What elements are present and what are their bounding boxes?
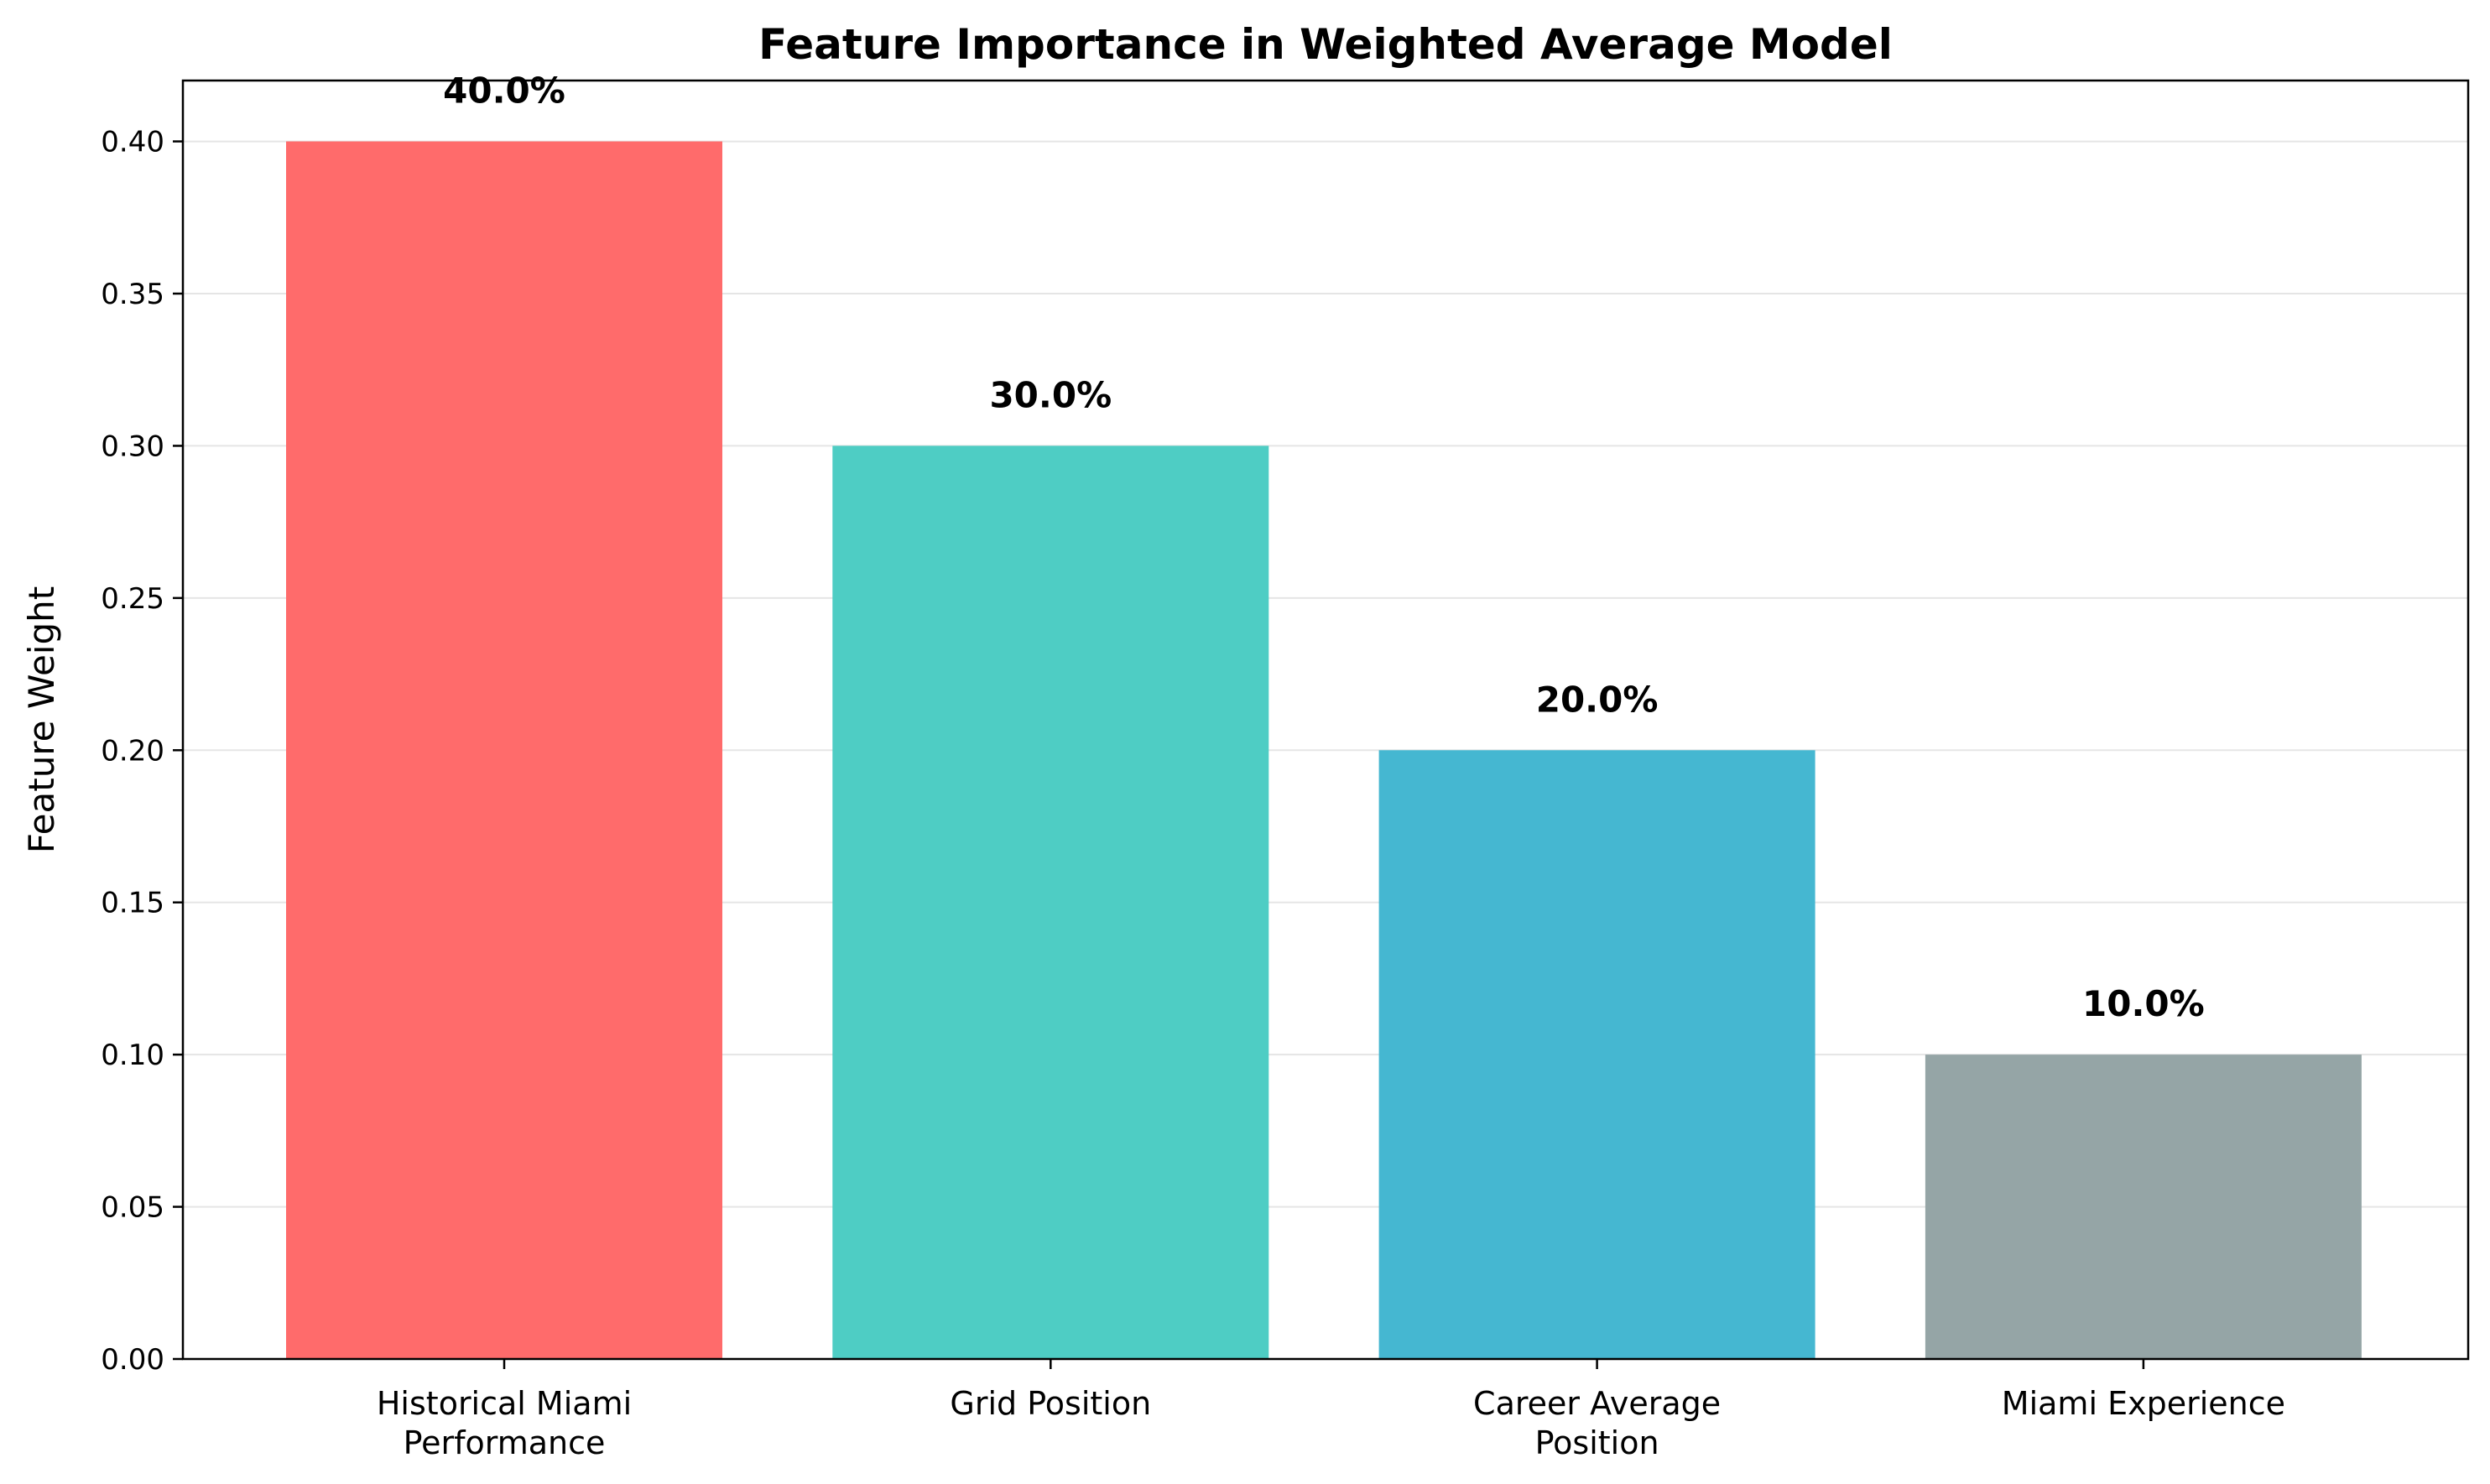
x-tick-label: Career Average Position — [1473, 1385, 1721, 1461]
data-labels: 40.0% 30.0% 20.0% 10.0% — [443, 70, 2205, 1025]
y-axis-ticks: 0.00 0.05 0.10 0.15 0.20 0.25 0.30 0.35 0.40 — [101, 126, 183, 1377]
y-tick-label: 0.10 — [101, 1039, 164, 1072]
data-label: 10.0% — [2082, 983, 2205, 1024]
x-tick-label: Grid Position — [950, 1385, 1151, 1422]
y-tick-label: 0.20 — [101, 734, 164, 768]
y-tick-label: 0.00 — [101, 1343, 164, 1377]
y-tick-label: 0.25 — [101, 582, 164, 616]
bar — [832, 445, 1269, 1359]
plot-frame — [181, 79, 2470, 1361]
y-tick-label: 0.30 — [101, 430, 164, 463]
x-tick-label: Historical Miami Performance — [377, 1385, 632, 1461]
bars — [286, 141, 2362, 1360]
x-axis-ticks: Historical Miami Performance Grid Position… — [377, 1359, 2285, 1461]
bar — [286, 141, 722, 1360]
bar — [1925, 1054, 2362, 1359]
y-tick-label: 0.35 — [101, 278, 164, 311]
data-label: 20.0% — [1536, 679, 1659, 720]
y-tick-label: 0.15 — [101, 887, 164, 920]
y-tick-label: 0.05 — [101, 1191, 164, 1225]
axes — [181, 79, 2470, 1361]
data-label: 30.0% — [989, 374, 1112, 415]
y-axis-label: Feature Weight — [21, 586, 62, 853]
bar — [1378, 750, 1815, 1359]
data-label: 40.0% — [443, 70, 565, 112]
chart-title: Feature Importance in Weighted Average M… — [758, 20, 1893, 69]
x-tick-label: Miami Experience — [2002, 1385, 2285, 1422]
y-tick-label: 0.40 — [101, 126, 164, 159]
